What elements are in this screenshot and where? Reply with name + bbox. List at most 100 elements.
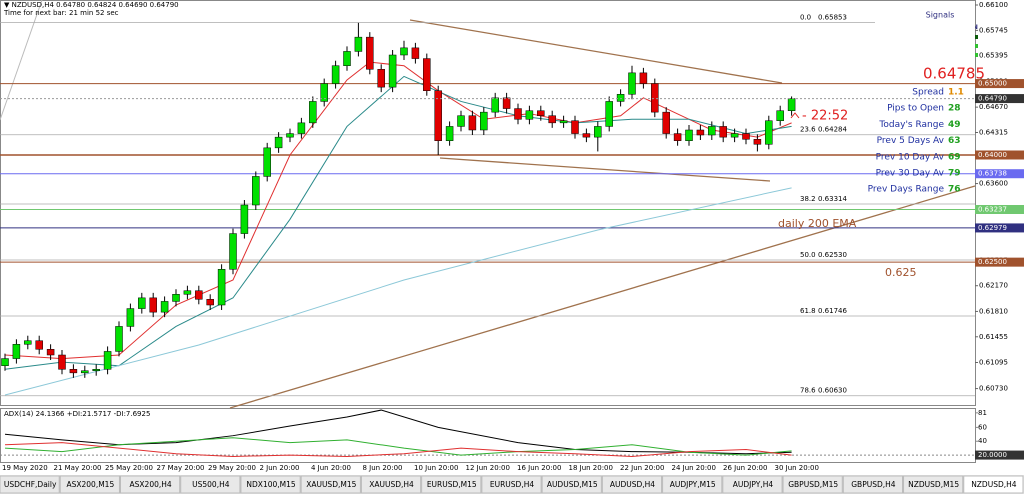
y-tick-label: 81: [978, 409, 987, 417]
indicator-line: [4, 442, 792, 457]
ema-label: daily 200 EMA: [778, 217, 857, 230]
candle-body: [274, 136, 283, 149]
candle-body: [423, 58, 431, 91]
fib-value: 0.64284: [818, 126, 847, 134]
tab-label[interactable]: NZDUSD,M15: [908, 480, 959, 489]
tab-label[interactable]: AUDJPY,M15: [670, 480, 716, 489]
tab-label[interactable]: XAUUSD,M15: [306, 480, 356, 489]
tab-label[interactable]: EURUSD,H4: [490, 480, 534, 489]
tab[interactable]: [481, 475, 542, 494]
fib-value: 0.63314: [818, 195, 847, 203]
signals-title: Signals: [926, 11, 955, 20]
tab[interactable]: [59, 475, 120, 494]
current-price-tag: [975, 94, 1024, 104]
tab[interactable]: [0, 475, 60, 494]
tab[interactable]: [360, 475, 422, 494]
info-value: 1.1: [948, 88, 964, 98]
tab-label[interactable]: AUDUSD,H4: [610, 480, 655, 489]
tab-label[interactable]: USDCHF,Daily: [4, 480, 57, 489]
candle-body: [69, 369, 78, 374]
candle-body: [468, 115, 477, 131]
candle-body: [400, 47, 408, 56]
y-tick-label: 0.61455: [979, 333, 1008, 341]
candle-body: [753, 139, 762, 145]
tab[interactable]: [903, 475, 964, 494]
tab[interactable]: [722, 475, 783, 494]
y-tick-label: 0.66100: [979, 1, 1008, 9]
y-tick-label: 40: [978, 437, 987, 445]
tab[interactable]: [601, 475, 663, 494]
candle-body: [149, 297, 157, 313]
tab-label[interactable]: AUDJPY,H4: [733, 480, 774, 489]
tab[interactable]: [541, 475, 602, 494]
y-tick-label: 0.65745: [979, 26, 1008, 34]
candle-body: [776, 110, 784, 121]
candle-body: [673, 133, 682, 141]
tab[interactable]: [421, 475, 482, 494]
y-tick-label: 0.61095: [979, 359, 1008, 367]
tab-label[interactable]: XAUUSD,H4: [369, 480, 414, 489]
y-tick-label: 20.0000: [978, 451, 1007, 459]
tab-label[interactable]: NDX100,M15: [246, 480, 295, 489]
candle-body: [457, 115, 465, 127]
candle-body: [126, 308, 135, 327]
info-price: 0.64785: [923, 65, 985, 83]
info-value: 63: [948, 136, 961, 146]
tab[interactable]: [240, 475, 301, 494]
current-price-label: 0.64790: [978, 95, 1007, 103]
candle-body: [354, 36, 363, 52]
tab[interactable]: [180, 475, 241, 494]
tab-label[interactable]: GBPUSD,M15: [788, 480, 838, 489]
tab-label[interactable]: ASX200,M15: [66, 480, 114, 489]
tab-label[interactable]: NZDUSD,H4: [971, 480, 1017, 489]
info-value: 76: [948, 185, 961, 195]
candle-body: [309, 101, 317, 124]
candle-body: [662, 111, 670, 134]
tab-label[interactable]: AUDUSD,M15: [547, 480, 598, 489]
candle-body: [81, 370, 89, 374]
x-tick-label: 10 Jun 20:00: [414, 464, 458, 472]
candle-body: [297, 122, 306, 134]
candle-body: [696, 129, 705, 136]
candle-body: [605, 101, 613, 127]
candle-body: [366, 36, 374, 70]
x-tick-label: 26 Jun 20:00: [723, 464, 767, 472]
x-tick-label: 8 Jun 20:00: [363, 464, 403, 472]
y-tick-label: 0.61810: [979, 307, 1008, 315]
candle-body: [639, 72, 648, 84]
level-tag: [975, 169, 1024, 179]
x-tick-label: 27 May 20:00: [157, 464, 205, 472]
x-tick-label: 24 Jun 20:00: [672, 464, 716, 472]
candle-body: [685, 129, 693, 141]
candle-body: [388, 54, 397, 88]
tab-label[interactable]: EURUSD,M15: [427, 480, 477, 489]
candle-body: [514, 108, 522, 120]
tab-label[interactable]: US500,H4: [192, 480, 230, 489]
candle-body: [559, 120, 568, 124]
tab[interactable]: [963, 475, 1024, 494]
candle-body: [320, 83, 328, 102]
tab[interactable]: [662, 475, 723, 494]
tab-label[interactable]: GBPUSD,H4: [851, 480, 896, 489]
tab[interactable]: [300, 475, 361, 494]
fib-value: 0.62530: [818, 251, 847, 259]
candle-body: [708, 126, 716, 136]
candle-body: [229, 233, 237, 270]
countdown: - 22:52: [802, 109, 848, 124]
tab-label[interactable]: ASX200,H4: [130, 480, 172, 489]
indicator-title: ADX(14) 24.1366 +DI:21.5717 -DI:7.6925: [4, 410, 150, 418]
fib-level: 38.2: [800, 195, 816, 203]
candle-body: [742, 133, 750, 140]
trend-line: [229, 185, 976, 409]
target-label: 0.625: [885, 266, 917, 279]
tab[interactable]: [842, 475, 904, 494]
tab[interactable]: [119, 475, 181, 494]
candle-body: [548, 115, 556, 124]
candle-body: [24, 340, 32, 345]
candle-body: [480, 111, 488, 131]
candle-body: [103, 351, 112, 370]
candle-body: [12, 344, 21, 359]
tab[interactable]: [782, 475, 843, 494]
